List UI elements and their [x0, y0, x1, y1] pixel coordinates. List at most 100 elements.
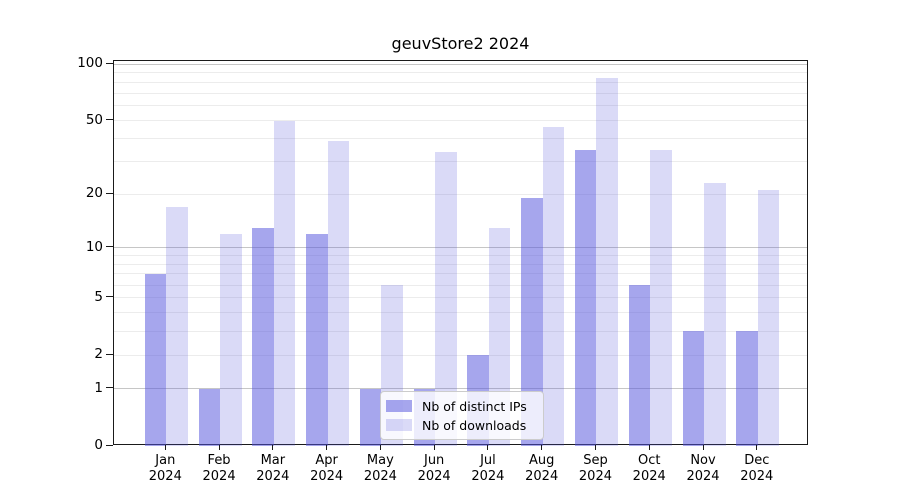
bar-downloads-aug	[542, 127, 565, 446]
legend-swatch-distinct-ips	[386, 400, 412, 412]
x-tick-label-month: May	[366, 453, 394, 468]
gridline-y-1-major	[114, 388, 807, 390]
x-tick-label-nov: Nov 2024	[675, 453, 731, 485]
x-tick-jun	[433, 445, 435, 450]
gridline-y-3	[114, 330, 807, 332]
gridline-y-70	[114, 92, 807, 94]
bar-downloads-apr	[327, 140, 350, 446]
y-tick-label-50: 50	[85, 111, 103, 128]
x-tick-label-month: Sep	[583, 453, 608, 468]
bar-distinct-ips-nov	[682, 331, 704, 446]
x-tick-aug	[541, 445, 543, 450]
x-tick-mar	[272, 445, 274, 450]
x-tick-label-year: 2024	[578, 469, 612, 484]
x-tick-jan	[164, 445, 166, 450]
bar-downloads-oct	[650, 149, 672, 446]
x-tick-label-dec: Dec 2024	[729, 453, 785, 485]
y-tick-5	[106, 296, 113, 298]
x-tick-dec	[756, 445, 758, 450]
bar-distinct-ips-aug	[521, 198, 543, 446]
plot-area	[113, 60, 808, 446]
bar-downloads-jun	[435, 151, 457, 446]
legend-item-distinct-ips: Nb of distinct IPs	[386, 398, 537, 414]
bar-distinct-ips-feb	[198, 388, 221, 446]
gridline-y-100-major	[114, 63, 807, 65]
y-tick-100	[106, 62, 113, 64]
chart-title: geuvStore2 2024	[391, 34, 530, 53]
gridline-y-20	[114, 193, 807, 195]
y-tick-20	[106, 192, 113, 194]
bar-downloads-mar	[273, 120, 296, 446]
x-tick-label-month: Jan	[155, 453, 176, 468]
gridline-y-60	[114, 105, 807, 107]
x-tick-label-apr: Apr 2024	[299, 453, 355, 485]
x-tick-label-year: 2024	[148, 469, 182, 484]
x-tick-label-month: Jun	[423, 453, 445, 468]
gridline-y-2	[114, 354, 807, 356]
x-tick-label-feb: Feb 2024	[191, 453, 247, 485]
x-tick-sep	[594, 445, 596, 450]
bar-downloads-dec	[757, 190, 780, 446]
gridline-y-4	[114, 312, 807, 314]
gridline-y-80	[114, 81, 807, 83]
bar-downloads-nov	[704, 183, 726, 446]
x-tick-label-month: Nov	[690, 453, 716, 468]
x-tick-label-month: Mar	[260, 453, 286, 468]
bar-distinct-ips-sep	[574, 149, 597, 446]
gridline-y-5	[114, 297, 807, 299]
x-tick-nov	[702, 445, 704, 450]
x-tick-jul	[487, 445, 489, 450]
legend-item-downloads: Nb of downloads	[386, 417, 537, 433]
x-tick-feb	[218, 445, 220, 450]
bar-downloads-jan	[166, 206, 188, 446]
legend-label-downloads: Nb of downloads	[422, 417, 527, 433]
y-tick-label-10: 10	[85, 238, 103, 255]
gridline-y-9	[114, 255, 807, 256]
gridline-y-7	[114, 273, 807, 275]
gridline-y-30	[114, 161, 807, 163]
x-tick-label-year: 2024	[310, 469, 344, 484]
x-tick-label-oct: Oct 2024	[621, 453, 677, 485]
x-tick-label-month: Jul	[480, 453, 496, 468]
y-tick-10	[106, 246, 113, 248]
y-tick-label-20: 20	[85, 185, 103, 202]
x-tick-oct	[648, 445, 650, 450]
y-tick-label-2: 2	[94, 346, 103, 363]
bar-distinct-ips-may	[359, 388, 382, 446]
legend-label-distinct-ips: Nb of distinct IPs	[422, 398, 527, 414]
gridline-y-50	[114, 120, 807, 122]
gridline-y-6	[114, 284, 807, 286]
gridline-y-40	[114, 138, 807, 140]
x-tick-label-jun: Jun 2024	[406, 453, 462, 485]
x-tick-label-year: 2024	[740, 469, 774, 484]
x-tick-label-year: 2024	[686, 469, 720, 484]
x-tick-label-month: Dec	[744, 453, 770, 468]
bar-distinct-ips-dec	[736, 331, 758, 446]
x-tick-label-year: 2024	[632, 469, 666, 484]
gridline-y-90	[114, 72, 807, 74]
bar-distinct-ips-mar	[252, 227, 274, 446]
x-tick-label-year: 2024	[525, 469, 559, 484]
bar-distinct-ips-oct	[628, 285, 651, 446]
x-tick-label-year: 2024	[471, 469, 505, 484]
x-tick-label-jan: Jan 2024	[137, 453, 193, 485]
x-tick-label-year: 2024	[417, 469, 451, 484]
x-tick-label-mar: Mar 2024	[245, 453, 301, 485]
y-tick-1	[106, 387, 113, 389]
y-tick-label-100: 100	[77, 55, 103, 72]
bar-downloads-sep	[596, 78, 618, 446]
x-tick-label-year: 2024	[256, 469, 290, 484]
y-tick-label-5: 5	[94, 288, 103, 305]
x-tick-label-may: May 2024	[352, 453, 408, 485]
x-tick-label-jul: Jul 2024	[460, 453, 516, 485]
y-tick-2	[106, 353, 113, 355]
x-tick-label-month: Oct	[637, 453, 661, 468]
bar-downloads-feb	[220, 233, 242, 446]
x-tick-label-aug: Aug 2024	[514, 453, 570, 485]
y-tick-0	[106, 444, 113, 446]
y-tick-50	[106, 119, 113, 121]
x-tick-may	[379, 445, 381, 450]
bar-distinct-ips-jan	[144, 273, 167, 446]
bar-distinct-ips-apr	[306, 233, 328, 446]
